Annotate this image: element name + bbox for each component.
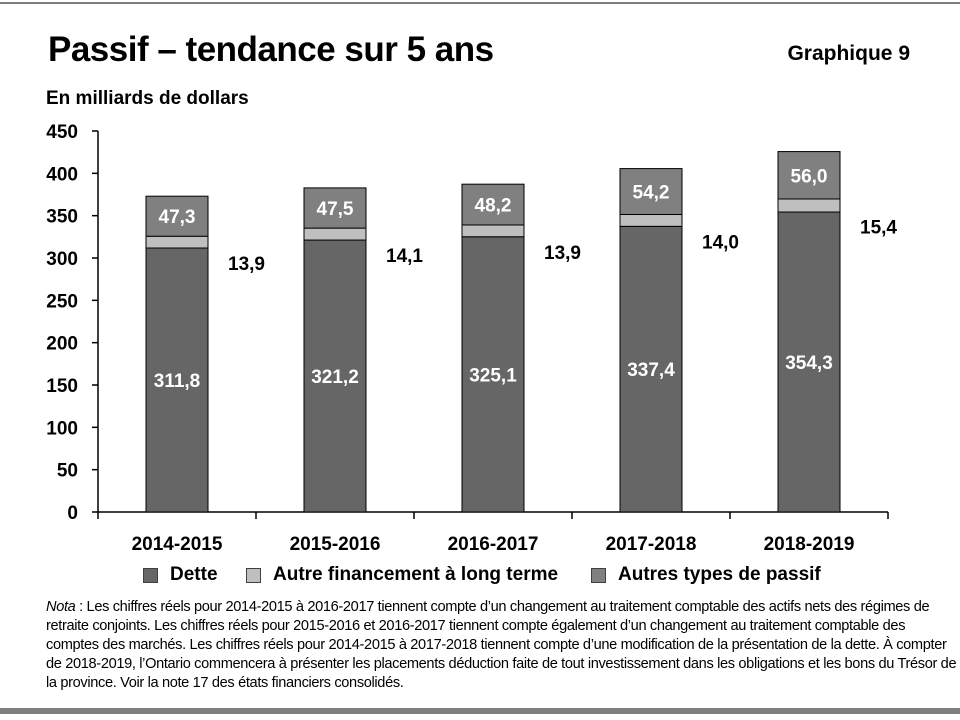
bar-segment-dette [777,211,841,513]
chart-title: Passif – tendance sur 5 ans [48,30,494,69]
data-label-autre-financement: 14,1 [386,246,423,267]
y-tick-label: 400 [46,164,78,185]
x-tick-label: 2014-2015 [132,534,223,555]
y-tick-label: 50 [57,461,78,482]
data-label-autre-financement: 15,4 [860,218,897,239]
x-tick-label: 2015-2016 [290,534,381,555]
bar-segment-autre-financement [461,224,525,238]
x-tick-label: 2018-2019 [764,534,855,555]
y-tick-label: 250 [46,291,78,312]
data-label-autres-passif: 48,2 [475,196,512,217]
y-tick-label: 300 [46,249,78,270]
legend-swatch-dette [143,567,158,583]
data-label-dette: 354,3 [785,353,833,374]
data-label-autre-financement: 13,9 [544,243,581,264]
bar-segment-autres-passif [777,151,841,200]
bar-segment-dette [461,236,525,513]
legend-label-dette: Dette [170,564,218,585]
y-tick-label: 0 [67,503,78,524]
bar-segment-autre-financement [777,198,841,213]
bar-segment-dette [145,247,209,513]
y-tick-label: 100 [46,418,78,439]
legend-item-autre-financement: Autre financement à long terme [246,564,558,586]
data-label-autres-passif: 47,5 [317,199,354,220]
y-tick-label: 350 [46,207,78,228]
bar-segment-autres-passif [303,187,367,229]
footnote-text: : Les chiffres réels pour 2014-2015 à 20… [46,599,957,691]
legend-swatch-autre-financement [246,567,261,583]
legend-item-autres-passif: Autres types de passif [591,564,821,586]
data-label-dette: 325,1 [469,365,517,386]
data-label-dette: 321,2 [311,367,359,388]
bar-segment-dette [619,225,683,513]
legend-swatch-autres-passif [591,567,606,583]
legend-label-autres-passif: Autres types de passif [618,564,821,585]
y-tick-label: 200 [46,334,78,355]
bar-segment-dette [303,239,367,513]
bar-segment-autre-financement [619,213,683,227]
data-label-autre-financement: 13,9 [228,254,265,275]
unit-label: En milliards de dollars [46,88,249,109]
legend-item-dette: Dette [143,564,218,586]
x-tick-label: 2017-2018 [606,534,697,555]
bar-segment-autre-financement [145,235,209,249]
data-label-autres-passif: 54,2 [633,183,670,204]
x-tick-label: 2016-2017 [448,534,539,555]
footnote: Nota : Les chiffres réels pour 2014-2015… [46,598,958,693]
data-label-dette: 337,4 [627,360,675,381]
footnote-label: Nota [46,599,76,615]
data-label-autres-passif: 56,0 [791,166,828,187]
bar-segment-autre-financement [303,227,367,241]
chart-legend: Dette Autre financement à long terme Aut… [0,564,960,588]
bottom-rule [0,708,960,714]
y-tick-label: 450 [46,122,78,143]
legend-label-autre-financement: Autre financement à long terme [273,564,559,585]
data-label-autres-passif: 47,3 [159,207,196,228]
top-rule [0,2,960,4]
bar-segment-autres-passif [461,183,525,226]
stacked-bar-chart: 0 50 100 150 200 250 300 350 400 450 311,8 13,9 47,3… [46,122,897,555]
y-tick-label: 150 [46,376,78,397]
chart-number: Graphique 9 [787,42,910,65]
data-label-autre-financement: 14,0 [702,232,739,253]
data-label-dette: 311,8 [154,371,201,392]
bar-segment-autres-passif [145,195,209,237]
bar-segment-autres-passif [619,168,683,215]
